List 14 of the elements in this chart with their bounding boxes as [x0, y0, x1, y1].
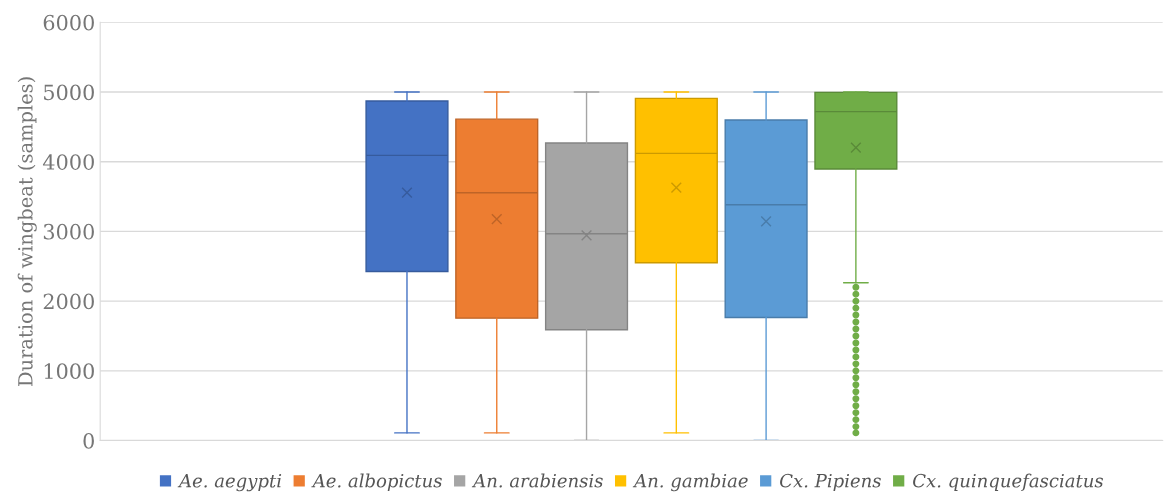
y-tick-label: 4000	[42, 154, 94, 170]
legend-label: Cx. Pipiens	[780, 473, 881, 492]
legend-label: Cx. quinquefasciatus	[913, 473, 1104, 492]
y-tick-label: 1000	[44, 363, 94, 380]
y-axis-title: Duration of wingbeat (samples)	[17, 77, 37, 386]
legend-label: An. gambiae	[632, 473, 748, 492]
legend-label: An. arabiensis	[471, 473, 603, 488]
legend-label: Ae. aegypti	[177, 473, 282, 492]
y-tick-label: 2000	[43, 293, 94, 310]
legend-label: Ae. albopictus	[311, 473, 442, 492]
y-tick-label: 6000	[43, 14, 94, 31]
y-tick-label: 5000	[44, 84, 94, 101]
y-tick-label: 0	[83, 433, 94, 449]
y-tick-label: 3000	[43, 223, 94, 240]
